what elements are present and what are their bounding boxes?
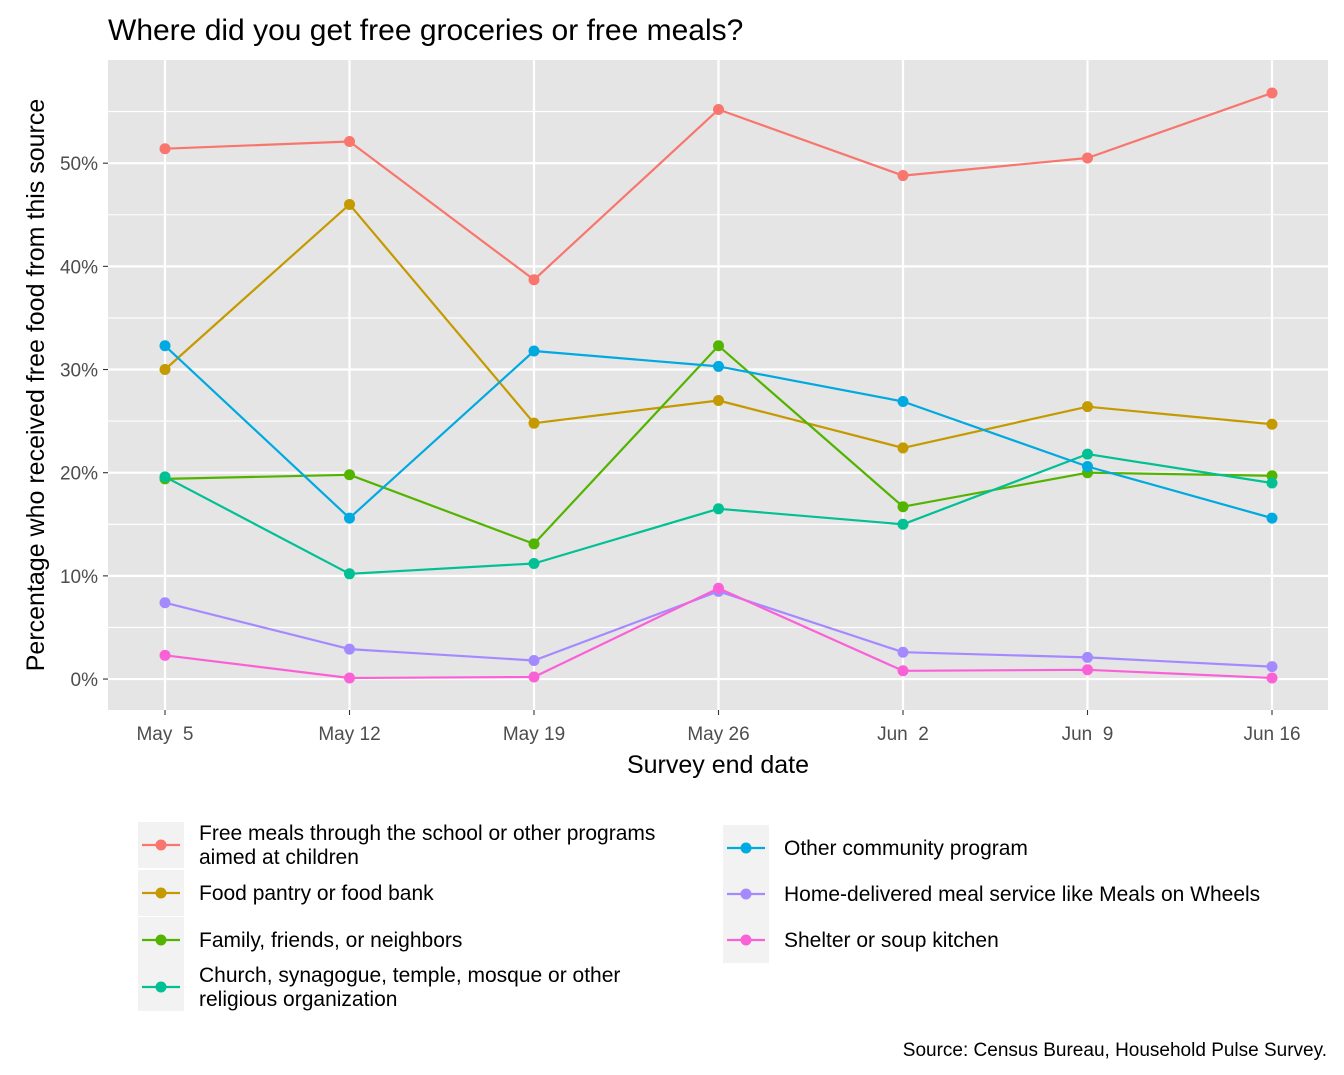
chart-caption: Source: Census Bureau, Household Pulse S… bbox=[903, 1040, 1327, 1061]
data-point bbox=[344, 512, 355, 524]
legend-item: Shelter or soup kitchen bbox=[723, 917, 999, 963]
data-point bbox=[713, 360, 724, 372]
data-point bbox=[1266, 418, 1278, 430]
data-point bbox=[1266, 672, 1278, 684]
data-point bbox=[1082, 461, 1093, 473]
series-7 bbox=[159, 582, 1278, 684]
x-tick-label: May 26 bbox=[687, 724, 749, 745]
data-point bbox=[713, 503, 724, 515]
data-point bbox=[528, 345, 540, 357]
legend-item: Home-delivered meal service like Meals o… bbox=[723, 871, 1260, 917]
data-point bbox=[713, 340, 724, 352]
x-axis: May 5 May 12 May 19 May 26 Jun 2 Jun 9 Jun 16 bbox=[136, 710, 1301, 745]
y-tick-label: 20% bbox=[60, 464, 98, 485]
data-point bbox=[528, 557, 540, 569]
series-4 bbox=[159, 448, 1278, 580]
legend-key-point bbox=[740, 888, 752, 900]
data-point bbox=[713, 394, 724, 406]
data-point bbox=[897, 646, 909, 658]
y-axis: 0% 10% 20% 30% 40% 50% bbox=[60, 154, 108, 691]
x-tick-label: Jun 16 bbox=[1243, 724, 1300, 745]
x-axis-title: Survey end date bbox=[627, 751, 809, 779]
legend-key-point bbox=[155, 981, 167, 993]
legend: Free meals through the school or other p… bbox=[138, 822, 1260, 1011]
data-point bbox=[897, 501, 909, 513]
data-point bbox=[897, 665, 909, 677]
data-point bbox=[1266, 512, 1278, 524]
y-tick-label: 40% bbox=[60, 257, 98, 278]
y-tick-label: 50% bbox=[60, 154, 98, 175]
legend-label: Food pantry or food bank bbox=[199, 882, 434, 905]
data-point bbox=[159, 364, 171, 376]
data-point bbox=[344, 136, 355, 148]
x-tick-label: May 12 bbox=[318, 724, 380, 745]
data-point bbox=[528, 671, 540, 683]
legend-item: Food pantry or food bank bbox=[138, 870, 434, 916]
legend-label: religious organization bbox=[199, 988, 397, 1011]
x-tick-label: Jun 2 bbox=[877, 724, 929, 745]
y-tick-label: 0% bbox=[71, 670, 99, 691]
legend-item: Church, synagogue, temple, mosque or oth… bbox=[138, 963, 620, 1011]
data-point bbox=[897, 396, 909, 408]
legend-key-point bbox=[155, 839, 167, 851]
legend-item: Free meals through the school or other p… bbox=[138, 822, 655, 869]
y-tick-label: 10% bbox=[60, 567, 98, 588]
legend-key-point bbox=[740, 842, 752, 854]
data-point bbox=[159, 649, 171, 661]
data-point bbox=[713, 582, 724, 594]
data-point bbox=[1082, 448, 1093, 460]
data-point bbox=[528, 417, 540, 429]
data-point bbox=[1082, 664, 1093, 676]
data-point bbox=[1266, 477, 1278, 489]
data-point bbox=[1082, 401, 1093, 413]
data-point bbox=[897, 170, 909, 182]
data-point bbox=[897, 442, 909, 454]
data-point bbox=[344, 568, 355, 580]
legend-item: Other community program bbox=[723, 825, 1028, 871]
data-point bbox=[344, 469, 355, 481]
x-tick-label: May 5 bbox=[136, 724, 193, 745]
legend-item: Family, friends, or neighbors bbox=[138, 917, 462, 963]
legend-key-point bbox=[155, 934, 167, 946]
data-point bbox=[159, 597, 171, 609]
legend-label: Other community program bbox=[784, 837, 1028, 860]
chart-title: Where did you get free groceries or free… bbox=[108, 14, 743, 47]
data-point bbox=[159, 143, 171, 155]
y-axis-title: Percentage who received free food from t… bbox=[22, 99, 50, 672]
data-point bbox=[344, 643, 355, 655]
data-point bbox=[1082, 152, 1093, 164]
legend-label: Home-delivered meal service like Meals o… bbox=[784, 883, 1260, 906]
data-point bbox=[1266, 87, 1278, 99]
legend-label: Free meals through the school or other p… bbox=[199, 822, 655, 845]
data-point bbox=[159, 340, 171, 352]
data-point bbox=[528, 538, 540, 550]
data-point bbox=[713, 104, 724, 116]
legend-key-point bbox=[155, 887, 167, 899]
data-point bbox=[1082, 651, 1093, 663]
legend-label: Shelter or soup kitchen bbox=[784, 929, 999, 952]
data-point bbox=[897, 518, 909, 530]
series-2 bbox=[159, 198, 1278, 454]
legend-label: Church, synagogue, temple, mosque or oth… bbox=[199, 964, 620, 987]
series-1 bbox=[159, 87, 1278, 286]
series-5 bbox=[159, 340, 1278, 524]
data-point bbox=[159, 471, 171, 483]
legend-key-point bbox=[740, 934, 752, 946]
data-point bbox=[344, 672, 355, 684]
x-tick-label: May 19 bbox=[503, 724, 565, 745]
series-layer bbox=[159, 87, 1278, 684]
legend-label: aimed at children bbox=[199, 846, 359, 869]
data-point bbox=[1266, 661, 1278, 673]
legend-label: Family, friends, or neighbors bbox=[199, 929, 462, 952]
data-point bbox=[344, 198, 355, 210]
y-tick-label: 30% bbox=[60, 361, 98, 382]
x-tick-label: Jun 9 bbox=[1062, 724, 1114, 745]
data-point bbox=[528, 274, 540, 286]
data-point bbox=[528, 654, 540, 666]
